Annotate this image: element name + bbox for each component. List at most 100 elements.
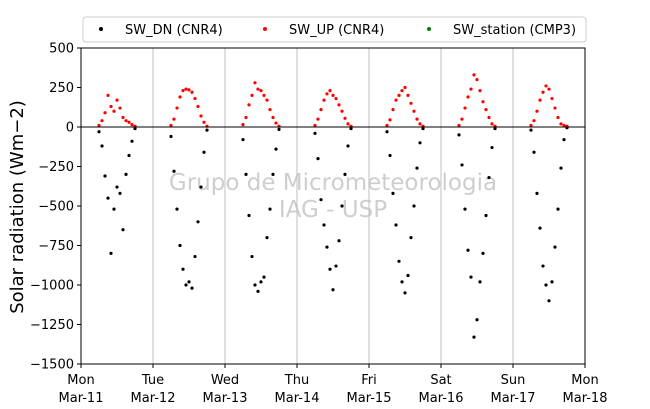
data-point — [406, 273, 410, 278]
data-point — [190, 90, 194, 94]
data-point — [325, 92, 329, 96]
data-point — [535, 191, 539, 195]
data-point — [190, 286, 194, 290]
data-point — [481, 100, 485, 104]
data-point — [172, 117, 176, 121]
data-point — [463, 106, 467, 110]
data-point — [271, 172, 275, 176]
x-tick-label-day: Wed — [211, 373, 239, 388]
data-point — [112, 207, 116, 211]
data-point — [409, 236, 413, 240]
data-point — [490, 145, 494, 150]
data-point — [169, 123, 173, 128]
data-point — [253, 81, 257, 85]
data-point — [247, 213, 251, 218]
data-point — [274, 121, 278, 125]
data-point — [532, 150, 536, 154]
data-point — [487, 115, 491, 120]
y-tick-label: −500 — [38, 200, 74, 215]
x-tick-label-date: Mar-17 — [491, 391, 536, 406]
data-point — [115, 185, 119, 189]
data-point — [466, 248, 470, 252]
data-point — [475, 78, 479, 82]
x-tick-label-date: Mar-14 — [275, 391, 320, 406]
data-point — [337, 103, 341, 107]
data-point — [262, 93, 266, 97]
data-point — [121, 115, 125, 120]
data-point — [199, 114, 203, 118]
data-point — [328, 89, 332, 93]
data-point — [547, 299, 551, 303]
data-point — [457, 123, 461, 128]
data-point — [418, 122, 422, 126]
y-tick-label: −1000 — [30, 279, 74, 294]
data-point — [268, 108, 272, 112]
data-point — [97, 130, 101, 134]
data-point — [556, 115, 560, 120]
data-point — [472, 73, 476, 77]
x-tick-label-date: Mar-11 — [59, 391, 104, 406]
data-point — [112, 109, 116, 113]
data-point — [541, 90, 545, 94]
data-point — [415, 166, 419, 170]
data-point — [328, 267, 332, 271]
data-point — [313, 123, 317, 128]
data-point — [247, 103, 251, 107]
data-point — [550, 280, 554, 284]
data-point — [469, 275, 473, 279]
data-point — [187, 88, 191, 92]
x-tick-label-date: Mar-12 — [131, 391, 176, 406]
data-point — [109, 251, 113, 255]
data-point — [241, 123, 245, 127]
data-point — [556, 207, 560, 211]
data-point — [538, 226, 542, 230]
watermark: Grupo de Micrometeorologia IAG - USP — [169, 170, 497, 223]
data-point — [100, 144, 104, 148]
data-point — [124, 172, 128, 176]
data-point — [172, 169, 176, 173]
x-tick-label-day: Mon — [571, 373, 598, 388]
data-point — [457, 133, 461, 137]
data-point — [205, 128, 209, 132]
data-point — [130, 139, 134, 143]
data-point — [484, 213, 488, 218]
data-point — [340, 109, 344, 113]
data-point — [256, 87, 260, 91]
data-point — [403, 291, 407, 295]
data-point — [316, 157, 320, 161]
data-point — [397, 259, 401, 263]
legend-entry: SW_UP (CNR4) — [289, 23, 384, 38]
data-point — [400, 89, 404, 93]
data-point — [529, 123, 533, 128]
data-point — [385, 130, 389, 134]
plot-area — [81, 48, 585, 364]
data-point — [409, 101, 413, 105]
data-point — [250, 254, 254, 259]
data-point — [244, 115, 248, 120]
data-point — [265, 98, 269, 102]
data-point — [277, 127, 281, 131]
data-point — [121, 228, 125, 232]
data-point — [175, 106, 179, 110]
y-tick-label: −750 — [38, 239, 74, 254]
data-point — [169, 134, 173, 139]
x-tick-label-day: Mon — [67, 373, 94, 388]
data-point — [475, 318, 479, 322]
data-point — [343, 172, 347, 176]
data-point — [322, 98, 326, 102]
data-point — [406, 93, 410, 97]
data-point — [253, 283, 257, 287]
data-point — [394, 98, 398, 102]
data-point — [391, 191, 395, 195]
data-point — [184, 283, 188, 287]
data-point — [553, 106, 557, 110]
data-point — [388, 153, 392, 158]
data-point — [127, 120, 131, 124]
data-point — [322, 223, 326, 227]
data-point — [484, 108, 488, 112]
data-point — [469, 87, 473, 91]
data-point — [550, 96, 554, 101]
data-point — [265, 236, 269, 240]
data-point — [346, 122, 350, 126]
data-point — [559, 166, 563, 170]
